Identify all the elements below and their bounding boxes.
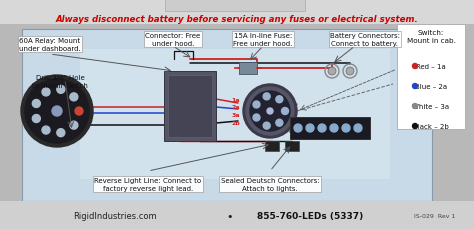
Circle shape [32, 115, 40, 123]
Circle shape [243, 85, 297, 138]
Text: 1a: 1a [231, 97, 240, 102]
Circle shape [75, 108, 83, 115]
Bar [22, 30, 432, 201]
Circle shape [42, 126, 50, 134]
Text: 3a: 3a [231, 113, 240, 118]
Circle shape [276, 96, 283, 103]
Circle shape [412, 124, 418, 129]
Bar [285, 141, 299, 151]
Circle shape [282, 108, 289, 115]
Bar [0, 0, 474, 25]
Circle shape [276, 120, 283, 127]
Circle shape [253, 114, 260, 121]
Circle shape [21, 76, 93, 147]
Text: •: • [227, 211, 233, 221]
Bar [239, 63, 257, 75]
Text: Battery Connectors:
Connect to battery.: Battery Connectors: Connect to battery. [330, 33, 400, 47]
Text: 15A In-line Fuse:
Free under hood.: 15A In-line Fuse: Free under hood. [233, 33, 292, 47]
Text: 60A Relay: Mount
under dashboard.: 60A Relay: Mount under dashboard. [19, 38, 81, 52]
Bar [80, 50, 390, 179]
Text: Red – 1a: Red – 1a [416, 64, 446, 70]
Circle shape [70, 93, 78, 101]
Circle shape [330, 124, 338, 132]
Circle shape [57, 129, 65, 137]
Text: Blue – 2a: Blue – 2a [415, 84, 447, 90]
Bar [168, 76, 212, 137]
Circle shape [328, 68, 336, 76]
Text: Reverse Light Line: Connect to
factory reverse light lead.: Reverse Light Line: Connect to factory r… [94, 177, 201, 191]
Text: IS-029  Rev 1: IS-029 Rev 1 [414, 214, 456, 218]
Bar [397, 25, 465, 129]
Circle shape [267, 109, 273, 114]
Text: RigidIndustries.com: RigidIndustries.com [73, 212, 157, 221]
Text: 2a: 2a [231, 105, 240, 110]
Circle shape [412, 64, 418, 69]
Bar [290, 117, 370, 139]
Circle shape [52, 106, 62, 117]
Circle shape [354, 124, 362, 132]
Circle shape [263, 93, 270, 101]
Text: Always disconnect battery before servicing any fuses or electrical system.: Always disconnect battery before servici… [55, 14, 419, 23]
Bar [0, 201, 474, 229]
Circle shape [294, 124, 302, 132]
Text: White – 3a: White – 3a [412, 104, 449, 109]
Text: 2b: 2b [231, 121, 240, 126]
Circle shape [250, 92, 290, 131]
Bar [164, 72, 216, 141]
Text: Connector: Free
under hood.: Connector: Free under hood. [146, 33, 201, 47]
Circle shape [25, 80, 89, 143]
Circle shape [346, 68, 354, 76]
Text: Drill 3/4" Hole
to Install Switch: Drill 3/4" Hole to Install Switch [32, 75, 88, 88]
Text: Black – 2b: Black – 2b [413, 123, 449, 129]
Circle shape [306, 124, 314, 132]
Circle shape [57, 86, 65, 94]
Circle shape [412, 84, 418, 89]
Circle shape [70, 122, 78, 130]
Circle shape [342, 124, 350, 132]
Circle shape [246, 88, 294, 135]
Text: 855-760-LEDs (5337): 855-760-LEDs (5337) [257, 212, 363, 221]
Circle shape [318, 124, 326, 132]
Circle shape [32, 100, 40, 108]
Circle shape [253, 101, 260, 109]
Bar [165, 0, 305, 12]
Bar [265, 141, 279, 151]
Circle shape [42, 89, 50, 97]
Text: Sealed Deutsch Connectors:
Attach to lights.: Sealed Deutsch Connectors: Attach to lig… [220, 177, 319, 191]
Text: Switch:
Mount in cab.: Switch: Mount in cab. [407, 30, 456, 44]
Circle shape [412, 104, 418, 109]
Circle shape [263, 123, 270, 130]
